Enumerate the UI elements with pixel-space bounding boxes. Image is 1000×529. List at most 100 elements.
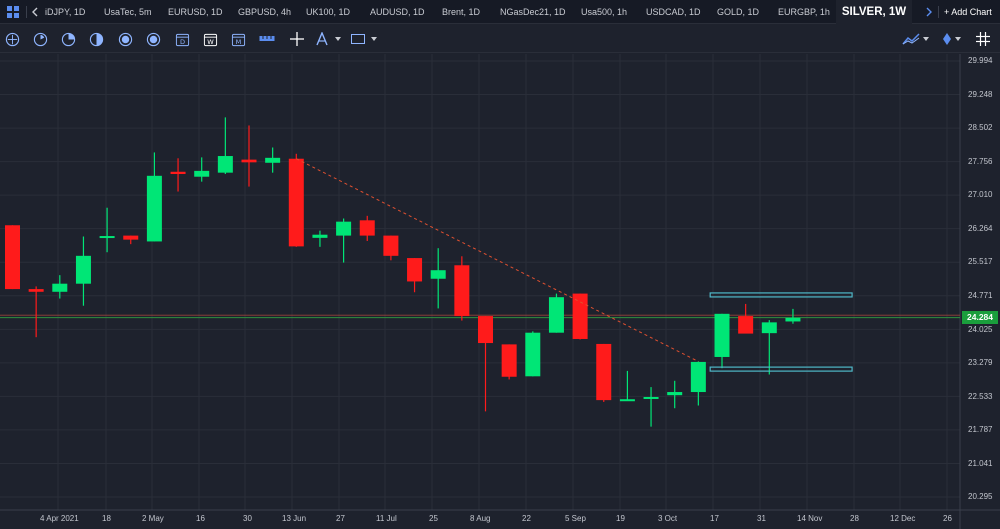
candle-body	[99, 236, 115, 239]
toggle-icon-2[interactable]	[143, 25, 163, 53]
candle-body	[241, 159, 257, 163]
candle-body	[619, 399, 635, 402]
x-tick-label: 18	[102, 514, 111, 523]
y-tick-label: 27.010	[968, 190, 993, 199]
y-tick-label: 20.295	[968, 492, 993, 501]
grid-layout-icon[interactable]	[2, 0, 24, 24]
tab-separator	[938, 6, 939, 18]
tab-gold[interactable]: GOLD, 1D	[717, 7, 760, 17]
half-circle-icon[interactable]	[86, 25, 106, 53]
y-tick-label: 25.517	[968, 257, 993, 266]
candle-body	[336, 221, 352, 236]
svg-text:W: W	[207, 38, 214, 46]
calendar-m-icon[interactable]: M	[228, 25, 248, 53]
x-tick-label: 13 Jun	[282, 514, 307, 523]
calendar-d-icon[interactable]: D	[172, 25, 192, 53]
grid-toggle-icon[interactable]	[972, 25, 994, 53]
candle-body	[690, 361, 706, 393]
x-tick-label: 30	[243, 514, 252, 523]
chevron-down-icon[interactable]	[922, 25, 930, 53]
rectangle-drawing	[709, 292, 853, 298]
tab-eurgbp[interactable]: EURGBP, 1h	[778, 7, 830, 17]
y-tick-label: 24.771	[968, 291, 993, 300]
candle-body	[194, 170, 210, 177]
y-tick-label: 26.264	[968, 224, 993, 233]
tab-gbpusd[interactable]: GBPUSD, 4h	[238, 7, 292, 17]
candle-body	[170, 171, 186, 175]
rectangle-tool-icon[interactable]	[348, 25, 368, 53]
y-tick-label: 29.994	[968, 56, 993, 65]
y-tick-label: 22.533	[968, 392, 993, 401]
x-tick-label: 27	[336, 514, 345, 523]
candle-body	[738, 316, 754, 334]
y-tick-label: 21.787	[968, 425, 993, 434]
pie-icon[interactable]	[58, 25, 78, 53]
tab-audusd[interactable]: AUDUSD, 1D	[370, 7, 425, 17]
pointer-icon[interactable]	[938, 25, 956, 53]
x-tick-label: 3 Oct	[658, 514, 678, 523]
tab-separator	[26, 6, 27, 18]
chevron-down-icon[interactable]	[954, 25, 962, 53]
chevron-down-icon[interactable]	[334, 25, 342, 53]
x-tick-label: 12 Dec	[890, 514, 916, 523]
tab-ngasdec21[interactable]: NGasDec21, 1D	[500, 7, 566, 17]
x-tick-label: 11 Jul	[376, 514, 397, 523]
price-chart[interactable]	[0, 54, 1000, 529]
x-tick-label: 14 Nov	[797, 514, 823, 523]
y-tick-label: 29.248	[968, 90, 993, 99]
tab-usdcad[interactable]: USDCAD, 1D	[646, 7, 701, 17]
candle-body	[667, 392, 683, 396]
calendar-w-icon[interactable]: W	[200, 25, 220, 53]
tab-idjpy[interactable]: iDJPY, 1D	[45, 7, 86, 17]
x-tick-label: 8 Aug	[470, 514, 491, 523]
svg-text:M: M	[235, 38, 241, 46]
candle-body	[123, 235, 139, 240]
scroll-right-icon[interactable]	[922, 0, 936, 24]
rectangle-drawing	[709, 366, 853, 372]
candle-body	[5, 225, 20, 290]
candle-body	[75, 255, 91, 284]
ruler-icon[interactable]	[256, 25, 278, 53]
x-tick-label: 17	[710, 514, 719, 523]
x-tick-label: 22	[522, 514, 531, 523]
x-tick-label: 16	[196, 514, 205, 523]
candle-body	[596, 343, 612, 401]
y-tick-label: 28.502	[968, 123, 993, 132]
x-tick-label: 4 Apr 2021	[40, 514, 79, 523]
candle-body	[52, 283, 68, 292]
current-price-tag: 24.284	[962, 311, 998, 324]
chevron-down-icon[interactable]	[370, 25, 378, 53]
tab-uk100[interactable]: UK100, 1D	[306, 7, 351, 17]
candle-body	[572, 293, 588, 339]
candle-body	[501, 344, 517, 377]
y-tick-label: 27.756	[968, 157, 993, 166]
candle-body	[217, 156, 233, 173]
candle-body	[548, 297, 564, 333]
candle-body	[714, 313, 730, 357]
crosshair-icon[interactable]	[287, 25, 307, 53]
tab-eurusd[interactable]: EURUSD, 1D	[168, 7, 223, 17]
candle-body	[265, 157, 281, 163]
candle-body	[407, 258, 423, 282]
y-tick-label: 24.025	[968, 325, 993, 334]
tab-usa500[interactable]: Usa500, 1h	[581, 7, 628, 17]
candle-body	[288, 158, 304, 247]
x-tick-label: 28	[850, 514, 859, 523]
text-tool-icon[interactable]	[312, 25, 334, 53]
candle-body	[146, 175, 162, 242]
tab-brent[interactable]: Brent, 1D	[442, 7, 481, 17]
line-chart-icon[interactable]	[900, 25, 922, 53]
x-tick-label: 2 May	[142, 514, 164, 523]
svg-text:D: D	[179, 38, 184, 46]
candle-body	[383, 235, 399, 256]
candle-body	[28, 289, 44, 292]
timer-icon[interactable]	[30, 25, 50, 53]
candle-body	[312, 234, 328, 238]
scroll-left-icon[interactable]	[29, 0, 41, 24]
tab-silver[interactable]: SILVER, 1W	[836, 0, 912, 24]
crosshair-circle-icon[interactable]	[2, 25, 22, 53]
chart-tab-bar: iDJPY, 1D UsaTec, 5m EURUSD, 1D GBPUSD, …	[0, 0, 1000, 24]
tab-usatec[interactable]: UsaTec, 5m	[104, 7, 152, 17]
toggle-icon[interactable]	[115, 25, 135, 53]
add-chart-button[interactable]: + Add Chart	[944, 7, 992, 17]
